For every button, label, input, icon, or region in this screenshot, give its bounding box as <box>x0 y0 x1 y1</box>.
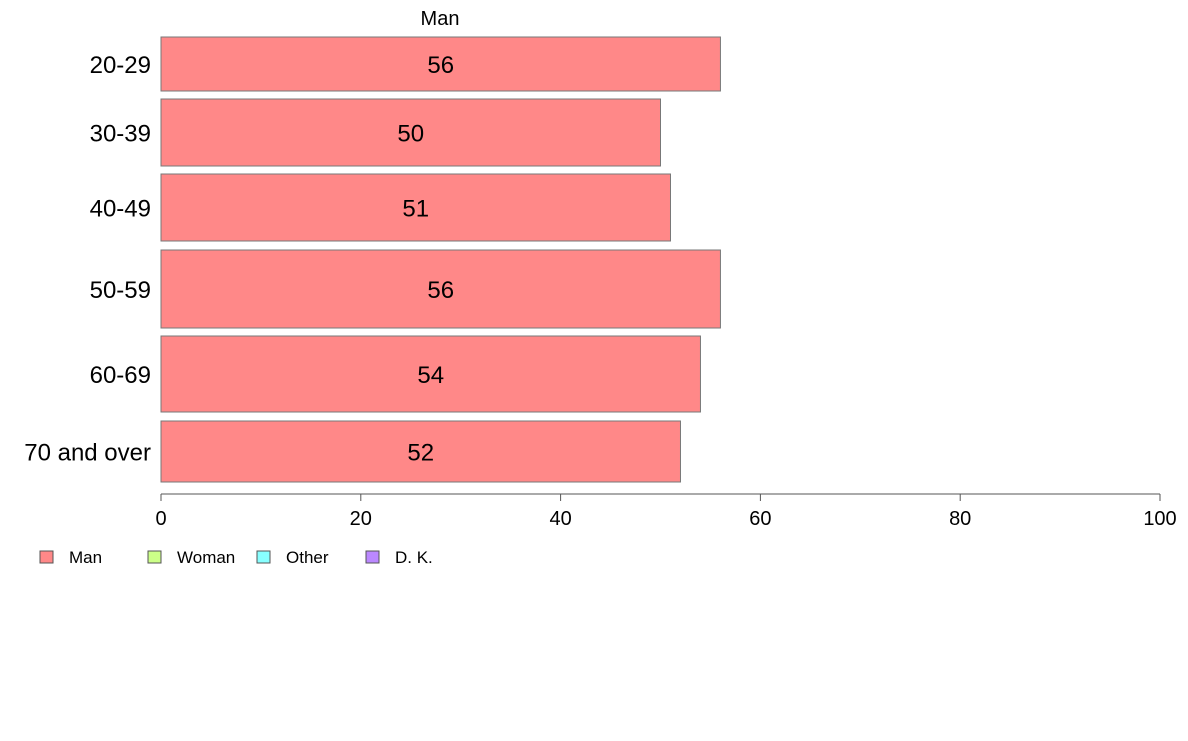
legend-label: D. K. <box>395 548 433 567</box>
legend-label: Woman <box>177 548 235 567</box>
bar <box>160 98 661 167</box>
legend-swatch <box>365 550 380 564</box>
bar <box>160 335 701 413</box>
category-label: 40-49 <box>90 196 151 223</box>
x-tick-label: 20 <box>350 508 372 530</box>
category-label: 60-69 <box>90 362 151 389</box>
chart-title: Man <box>421 8 460 30</box>
x-tick-label: 60 <box>749 508 771 530</box>
data-label: 56 <box>427 52 454 79</box>
bar <box>160 173 671 242</box>
data-label: 56 <box>427 277 454 304</box>
data-label: 51 <box>402 196 429 223</box>
legend-label: Man <box>69 548 102 567</box>
legend-label: Other <box>286 548 329 567</box>
x-tick-label: 0 <box>155 508 166 530</box>
legend-swatch <box>147 550 162 564</box>
category-label: 30-39 <box>90 121 151 148</box>
bar <box>160 420 681 483</box>
category-label: 70 and over <box>24 440 151 467</box>
x-tick-label: 80 <box>949 508 971 530</box>
legend-swatch <box>256 550 271 564</box>
data-label: 50 <box>397 121 424 148</box>
bar <box>160 249 721 329</box>
bar <box>160 36 721 92</box>
category-label: 20-29 <box>90 52 151 79</box>
data-label: 54 <box>417 362 444 389</box>
x-tick-label: 40 <box>549 508 571 530</box>
x-tick-label: 100 <box>1143 508 1176 530</box>
legend-swatch <box>39 550 54 564</box>
category-label: 50-59 <box>90 277 151 304</box>
data-label: 52 <box>407 440 434 467</box>
